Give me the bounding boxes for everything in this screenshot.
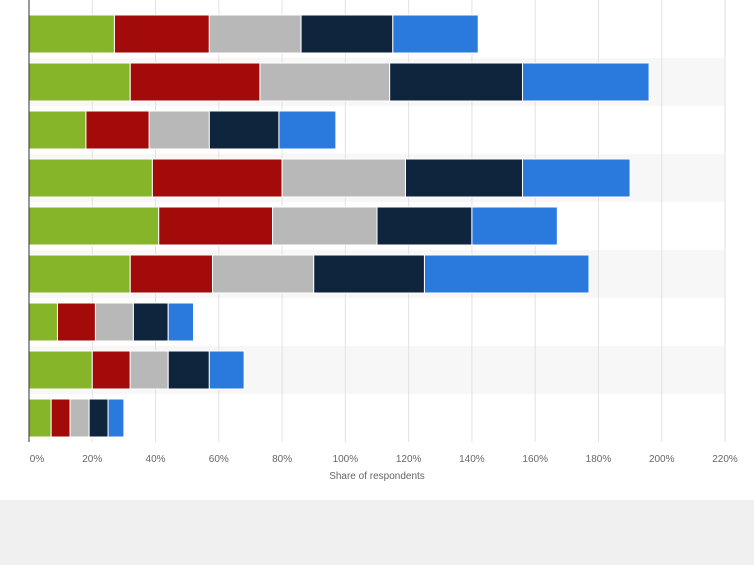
bar-segment bbox=[28, 14, 115, 54]
bar-segment bbox=[389, 62, 524, 102]
bar-segment bbox=[28, 254, 131, 294]
bar-segment bbox=[208, 14, 302, 54]
bar-segment bbox=[28, 302, 58, 342]
bar-segment bbox=[28, 398, 52, 438]
bar-segment bbox=[300, 14, 394, 54]
bar-segment bbox=[107, 398, 125, 438]
bar-segment bbox=[129, 350, 169, 390]
bar-segment bbox=[56, 302, 96, 342]
bar-segment bbox=[313, 254, 425, 294]
bar-segment bbox=[471, 206, 558, 246]
x-tick-label: 100% bbox=[333, 454, 359, 465]
bar-segment bbox=[208, 110, 280, 150]
x-tick-label: 80% bbox=[272, 454, 292, 465]
bar-segment bbox=[272, 206, 378, 246]
bar-segment bbox=[28, 206, 160, 246]
bar-segment bbox=[278, 110, 337, 150]
bar-segment bbox=[69, 398, 90, 438]
bar-segment bbox=[113, 14, 210, 54]
x-tick-label: 160% bbox=[522, 454, 548, 465]
bar-segment bbox=[88, 398, 109, 438]
bar-segment bbox=[281, 158, 406, 198]
bar-segment bbox=[259, 62, 391, 102]
bar-segment bbox=[28, 350, 93, 390]
bar-segment bbox=[167, 302, 195, 342]
bar-segment bbox=[522, 158, 631, 198]
bar-segment bbox=[167, 350, 210, 390]
row-band bbox=[29, 394, 725, 442]
x-tick-label: 120% bbox=[396, 454, 422, 465]
bar-segment bbox=[208, 350, 245, 390]
bar-segment bbox=[28, 110, 87, 150]
bar-segment bbox=[404, 158, 524, 198]
x-tick-label: 0% bbox=[30, 454, 45, 465]
x-tick-label: 180% bbox=[586, 454, 612, 465]
bar-segment bbox=[392, 14, 479, 54]
bar-segment bbox=[148, 110, 210, 150]
bar-segment bbox=[91, 350, 131, 390]
x-tick-label: 140% bbox=[459, 454, 485, 465]
bar-segment bbox=[129, 62, 261, 102]
bar-segment bbox=[28, 62, 131, 102]
bars bbox=[28, 14, 650, 438]
bar-segment bbox=[522, 62, 650, 102]
bar-segment bbox=[28, 158, 153, 198]
x-tick-label: 220% bbox=[712, 454, 738, 465]
bar-segment bbox=[50, 398, 71, 438]
x-axis-title: Share of respondents bbox=[329, 471, 425, 482]
bar-segment bbox=[129, 254, 213, 294]
bar-segment bbox=[94, 302, 134, 342]
bar-segment bbox=[158, 206, 274, 246]
bar-segment bbox=[132, 302, 169, 342]
bar-segment bbox=[85, 110, 150, 150]
bar-segment bbox=[151, 158, 283, 198]
x-axis-ticks: 0% 20% 40% 60% 80% 100% 120% 140% 160% 180% 200% 22… bbox=[30, 454, 738, 465]
x-tick-label: 200% bbox=[649, 454, 675, 465]
x-tick-label: 40% bbox=[146, 454, 166, 465]
x-tick-label: 60% bbox=[209, 454, 229, 465]
x-tick-label: 20% bbox=[82, 454, 102, 465]
bar-segment bbox=[376, 206, 473, 246]
bar-segment bbox=[423, 254, 590, 294]
bar-segment bbox=[211, 254, 315, 294]
